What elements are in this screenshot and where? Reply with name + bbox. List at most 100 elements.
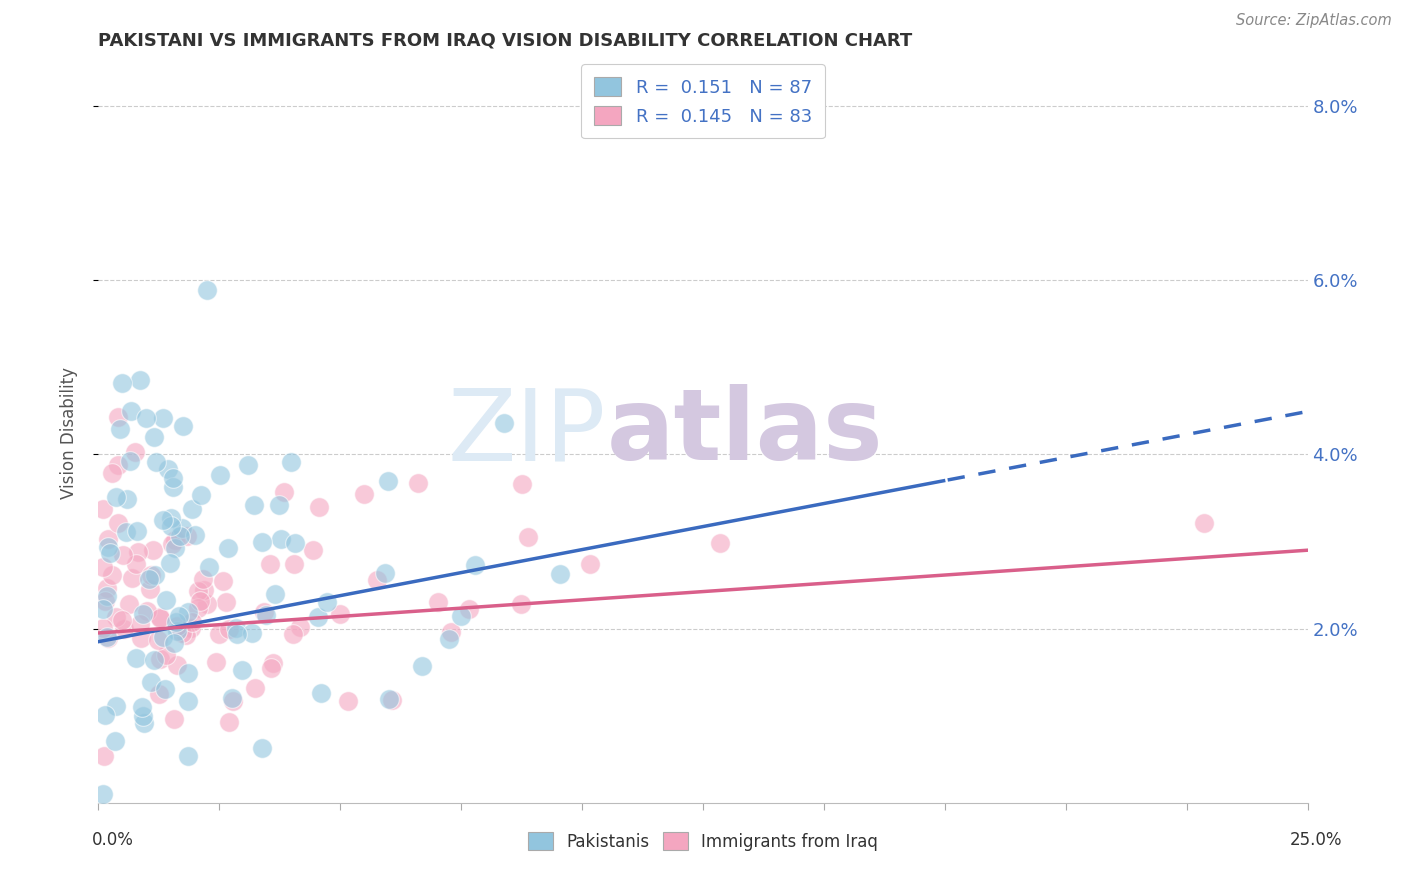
Point: [231, 663, 253, 677]
Point: [148, 687, 170, 701]
Point: [259, 557, 281, 571]
Point: [209, 468, 232, 483]
Point: [107, 516, 129, 531]
Point: [1192, 516, 1215, 530]
Point: [307, 609, 329, 624]
Point: [215, 595, 238, 609]
Point: [160, 511, 183, 525]
Point: [195, 283, 218, 297]
Point: [709, 536, 731, 550]
Point: [149, 611, 172, 625]
Point: [381, 693, 404, 707]
Point: [250, 740, 273, 755]
Point: [208, 627, 231, 641]
Point: [105, 491, 128, 505]
Point: [217, 541, 239, 556]
Point: [440, 625, 463, 640]
Point: [165, 533, 187, 548]
Point: [225, 620, 247, 634]
Point: [93, 748, 115, 763]
Point: [159, 557, 181, 571]
Point: [172, 625, 194, 640]
Point: [492, 416, 515, 430]
Point: [264, 586, 287, 600]
Point: [143, 568, 166, 582]
Point: [157, 461, 180, 475]
Text: Source: ZipAtlas.com: Source: ZipAtlas.com: [1236, 13, 1392, 29]
Y-axis label: Vision Disability: Vision Disability: [59, 367, 77, 499]
Point: [188, 594, 211, 608]
Text: ZIP: ZIP: [449, 384, 606, 481]
Point: [221, 690, 243, 705]
Point: [142, 543, 165, 558]
Point: [163, 541, 186, 555]
Point: [198, 559, 221, 574]
Point: [163, 712, 186, 726]
Point: [283, 558, 305, 572]
Point: [138, 572, 160, 586]
Point: [284, 535, 307, 549]
Text: PAKISTANI VS IMMIGRANTS FROM IRAQ VISION DISABILITY CORRELATION CHART: PAKISTANI VS IMMIGRANTS FROM IRAQ VISION…: [98, 32, 912, 50]
Point: [172, 521, 194, 535]
Point: [139, 582, 162, 596]
Point: [91, 787, 114, 801]
Point: [160, 519, 183, 533]
Point: [97, 533, 120, 547]
Point: [132, 708, 155, 723]
Point: [243, 681, 266, 696]
Point: [145, 455, 167, 469]
Point: [132, 607, 155, 621]
Point: [98, 546, 121, 560]
Point: [111, 376, 134, 390]
Text: 25.0%: 25.0%: [1291, 831, 1343, 849]
Point: [510, 476, 533, 491]
Point: [262, 657, 284, 671]
Point: [104, 699, 127, 714]
Point: [176, 529, 198, 543]
Point: [195, 597, 218, 611]
Point: [288, 620, 311, 634]
Point: [366, 573, 388, 587]
Point: [107, 410, 129, 425]
Point: [118, 597, 141, 611]
Point: [94, 593, 117, 607]
Point: [183, 528, 205, 542]
Point: [129, 631, 152, 645]
Point: [267, 499, 290, 513]
Point: [96, 590, 118, 604]
Point: [131, 699, 153, 714]
Point: [101, 567, 124, 582]
Point: [260, 661, 283, 675]
Point: [110, 613, 132, 627]
Point: [166, 624, 188, 638]
Point: [115, 524, 138, 539]
Point: [406, 476, 429, 491]
Point: [243, 498, 266, 512]
Point: [120, 454, 142, 468]
Point: [254, 608, 277, 623]
Point: [152, 411, 174, 425]
Point: [374, 566, 396, 580]
Point: [146, 632, 169, 647]
Point: [111, 548, 134, 562]
Point: [181, 502, 204, 516]
Point: [162, 636, 184, 650]
Point: [96, 582, 118, 596]
Point: [315, 595, 337, 609]
Point: [101, 466, 124, 480]
Point: [128, 373, 150, 387]
Point: [236, 458, 259, 472]
Text: 0.0%: 0.0%: [91, 831, 134, 849]
Point: [152, 513, 174, 527]
Point: [97, 631, 120, 645]
Point: [510, 597, 533, 611]
Point: [353, 487, 375, 501]
Point: [162, 470, 184, 484]
Point: [336, 694, 359, 708]
Point: [193, 583, 215, 598]
Point: [135, 411, 157, 425]
Point: [142, 653, 165, 667]
Point: [153, 681, 176, 696]
Point: [211, 574, 233, 589]
Point: [127, 544, 149, 558]
